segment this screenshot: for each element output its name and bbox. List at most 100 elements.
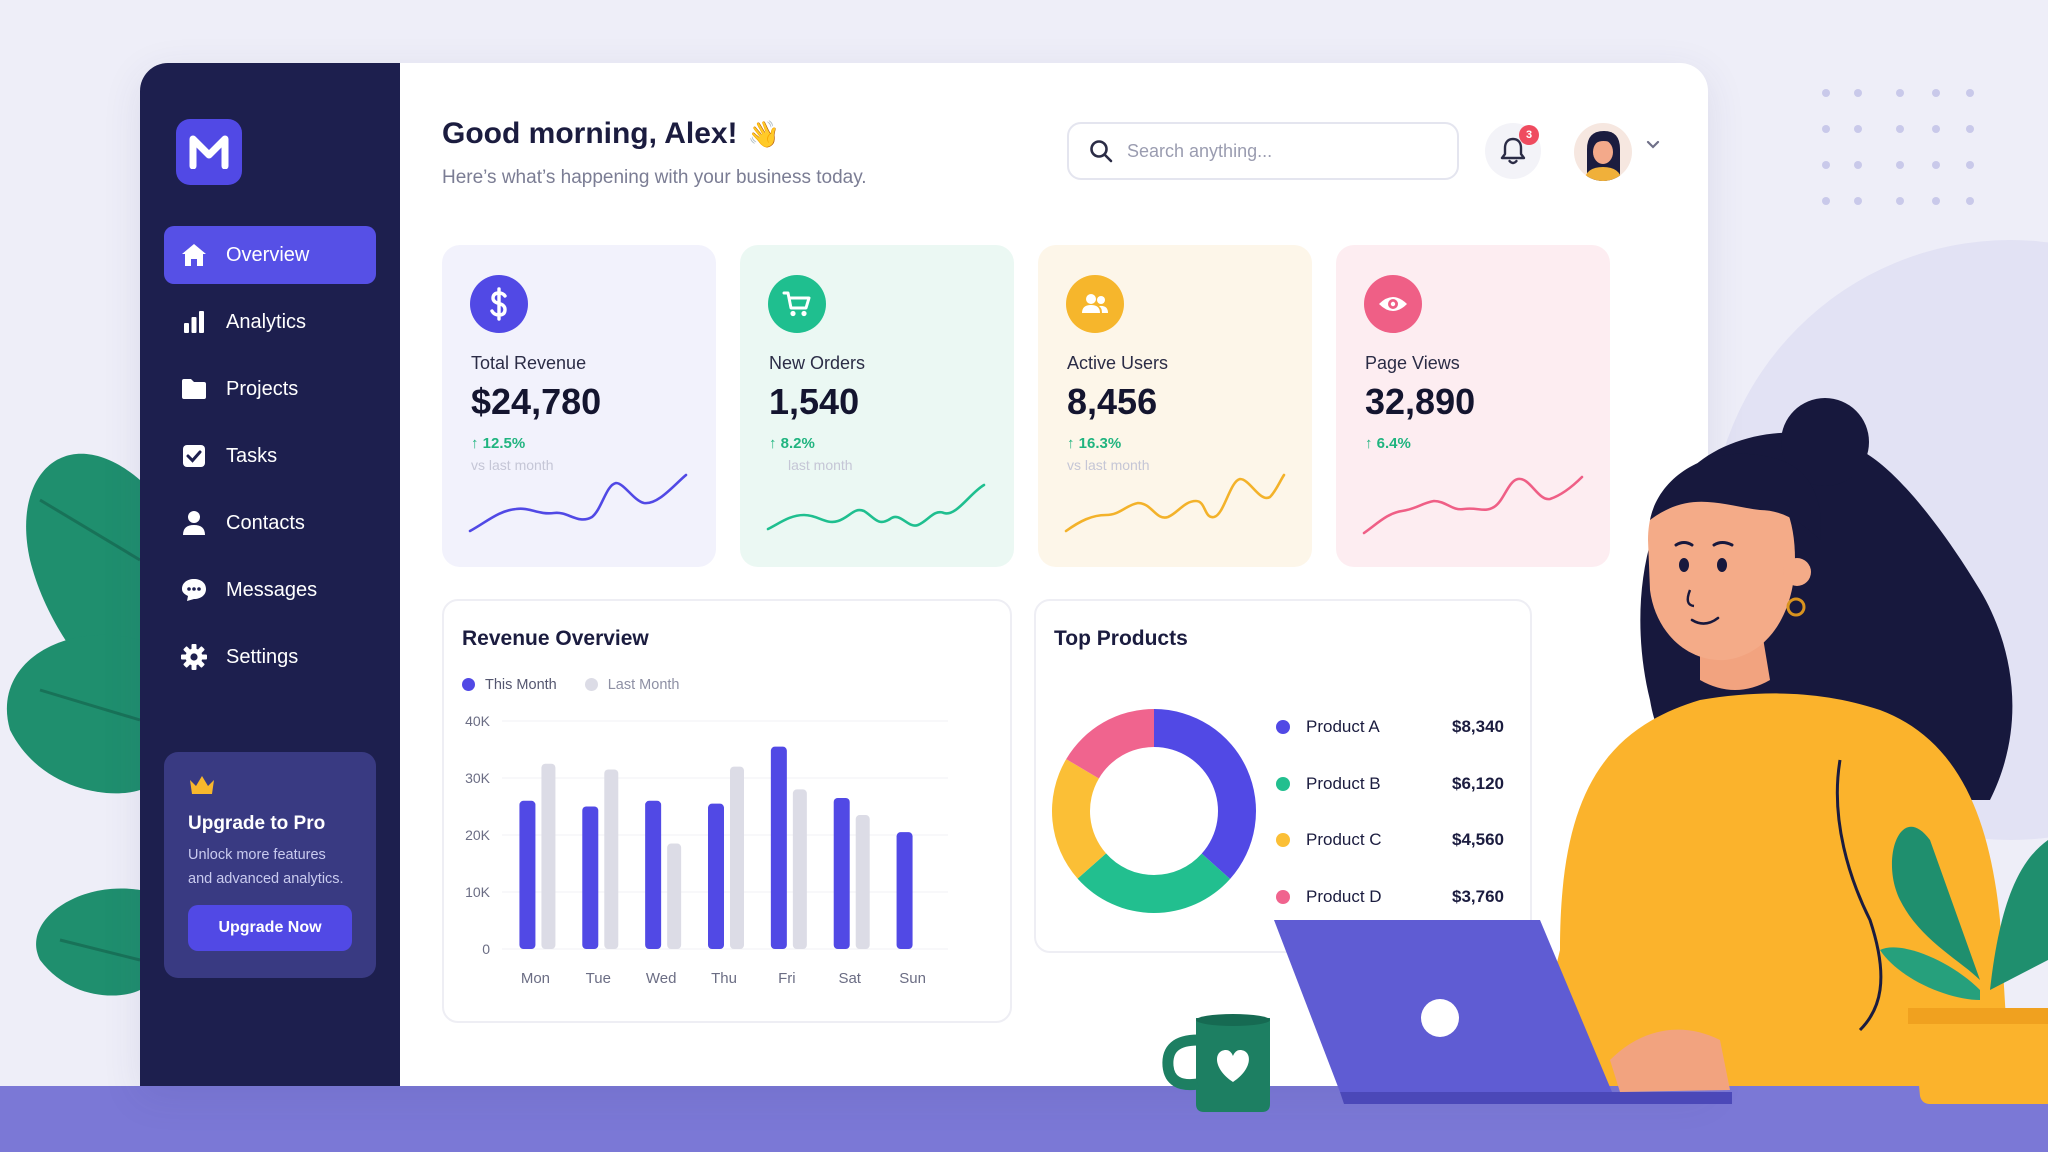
sidebar-item-settings[interactable]: Settings bbox=[164, 628, 376, 686]
bar-this-month[interactable] bbox=[582, 806, 599, 950]
bar-last-month[interactable] bbox=[667, 843, 682, 949]
legend-item-this-month[interactable]: This Month bbox=[462, 677, 557, 693]
upgrade-promo-card: Upgrade to Pro Unlock more features and … bbox=[164, 752, 376, 978]
crown-icon bbox=[190, 776, 214, 794]
bar-this-month[interactable] bbox=[519, 800, 536, 949]
chat-icon bbox=[180, 576, 208, 604]
stat-card-page-views[interactable]: Page Views 32,890 ↑ 6.4% bbox=[1336, 245, 1610, 567]
donut-slice[interactable] bbox=[1052, 759, 1107, 879]
stat-label: Page Views bbox=[1365, 353, 1460, 373]
avatar-portrait-icon bbox=[1584, 131, 1622, 181]
stat-change: ↑ 16.3% bbox=[1067, 435, 1122, 452]
product-value: $6,120 bbox=[1452, 773, 1504, 793]
panel-title: Revenue Overview bbox=[462, 627, 649, 650]
dollar-icon bbox=[470, 275, 528, 333]
stat-compare: vs last month bbox=[471, 457, 554, 473]
product-value: $3,760 bbox=[1452, 886, 1504, 906]
chevron-down-icon[interactable] bbox=[1646, 140, 1660, 150]
product-value: $8,340 bbox=[1452, 717, 1504, 737]
y-tick-label: 40K bbox=[465, 713, 491, 729]
sidebar-item-contacts[interactable]: Contacts bbox=[164, 494, 376, 552]
product-row-c[interactable]: Product C $4,560 bbox=[1276, 812, 1504, 869]
y-tick-label: 0 bbox=[482, 941, 490, 957]
bar-last-month[interactable] bbox=[541, 763, 556, 949]
sidebar-item-projects[interactable]: Projects bbox=[164, 360, 376, 418]
donut-slice[interactable] bbox=[1066, 709, 1154, 779]
panel-title: Top Products bbox=[1054, 627, 1188, 650]
sparkline-chart bbox=[468, 473, 688, 533]
user-avatar[interactable] bbox=[1574, 123, 1632, 181]
product-name: Product B bbox=[1306, 773, 1381, 793]
stat-label: Total Revenue bbox=[471, 353, 587, 373]
sparkline-chart bbox=[1362, 475, 1584, 535]
sidebar-item-tasks[interactable]: Tasks bbox=[164, 427, 376, 485]
donut-slice[interactable] bbox=[1077, 853, 1231, 913]
sweater-fold-line bbox=[1835, 759, 1883, 1032]
promo-line: and advanced analytics. bbox=[188, 871, 344, 887]
sidebar-item-overview[interactable]: Overview bbox=[164, 226, 376, 284]
x-tick-label: Fri bbox=[778, 970, 796, 987]
greeting-text: Good morning, Alex! bbox=[442, 117, 738, 150]
users-icon bbox=[1066, 275, 1124, 333]
stat-value: 1,540 bbox=[769, 381, 860, 422]
bar-this-month[interactable] bbox=[833, 797, 850, 949]
bar-last-month[interactable] bbox=[855, 815, 870, 949]
plant-leaf bbox=[1990, 840, 2048, 990]
stat-change: ↑ 6.4% bbox=[1365, 435, 1411, 452]
stat-label: Active Users bbox=[1067, 353, 1169, 373]
bar-last-month[interactable] bbox=[792, 789, 807, 949]
notification-count-badge: 3 bbox=[1519, 125, 1539, 145]
stat-card-total-revenue[interactable]: Total Revenue $24,780 ↑ 12.5% vs last mo… bbox=[442, 245, 716, 567]
brand-logo[interactable] bbox=[176, 119, 242, 185]
legend-dot bbox=[1276, 720, 1290, 735]
bar-this-month[interactable] bbox=[708, 803, 724, 949]
promo-description: Unlock more features and advanced analyt… bbox=[188, 843, 352, 891]
sidebar-item-label: Overview bbox=[226, 243, 310, 266]
bar-chart-icon bbox=[180, 308, 208, 336]
stat-card-active-users[interactable]: Active Users 8,456 ↑ 16.3% vs last month bbox=[1038, 245, 1312, 567]
checkbox-icon bbox=[180, 442, 208, 470]
sidebar-item-analytics[interactable]: Analytics bbox=[164, 293, 376, 351]
product-row-b[interactable]: Product B $6,120 bbox=[1276, 756, 1504, 813]
bar-this-month[interactable] bbox=[896, 832, 913, 949]
y-tick-label: 30K bbox=[465, 770, 491, 786]
main-content: Good morning, Alex! 👋 Here’s what’s happ… bbox=[400, 63, 1708, 1086]
product-name: Product D bbox=[1306, 886, 1382, 906]
sweater-shape bbox=[1540, 693, 2010, 1086]
search-input[interactable] bbox=[1127, 140, 1427, 162]
gear-icon bbox=[180, 643, 208, 671]
bar-last-month[interactable] bbox=[604, 769, 619, 949]
legend-dot bbox=[1276, 776, 1290, 791]
legend-label: Last Month bbox=[607, 677, 680, 693]
donut-slice[interactable] bbox=[1154, 709, 1256, 879]
laptop-base bbox=[1340, 1092, 1732, 1104]
sidebar-item-label: Settings bbox=[226, 645, 299, 668]
y-tick-label: 20K bbox=[465, 827, 491, 843]
promo-line: Unlock more features bbox=[188, 847, 326, 863]
sidebar-item-messages[interactable]: Messages bbox=[164, 561, 376, 619]
top-products-panel: Top Products Product A $8,340 Product B … bbox=[1034, 599, 1532, 953]
upgrade-now-button[interactable]: Upgrade Now bbox=[188, 905, 352, 951]
stat-value: 32,890 bbox=[1365, 381, 1476, 422]
legend-dot bbox=[1276, 833, 1290, 848]
stat-card-new-orders[interactable]: New Orders 1,540 ↑ 8.2% last month bbox=[740, 245, 1014, 567]
mug-handle bbox=[1162, 1034, 1199, 1091]
product-name: Product C bbox=[1306, 830, 1382, 850]
sidebar: Overview Analytics Projects Tasks Contac… bbox=[140, 63, 400, 1086]
bar-last-month[interactable] bbox=[730, 766, 744, 949]
bar-this-month[interactable] bbox=[770, 746, 787, 949]
stat-compare: last month bbox=[788, 457, 853, 473]
bar-this-month[interactable] bbox=[645, 800, 662, 949]
legend-item-last-month[interactable]: Last Month bbox=[584, 677, 680, 693]
notifications-button[interactable]: 3 bbox=[1485, 123, 1541, 179]
products-donut-chart bbox=[1052, 709, 1256, 913]
product-row-d[interactable]: Product D $3,760 bbox=[1276, 869, 1504, 926]
folder-icon bbox=[180, 375, 208, 403]
stat-value: 8,456 bbox=[1067, 381, 1158, 422]
product-row-a[interactable]: Product A $8,340 bbox=[1276, 699, 1504, 756]
search-bar[interactable] bbox=[1067, 122, 1459, 180]
x-tick-label: Mon bbox=[521, 970, 550, 987]
plant-leaf bbox=[1880, 947, 1980, 1000]
sparkline-chart bbox=[1064, 473, 1286, 533]
